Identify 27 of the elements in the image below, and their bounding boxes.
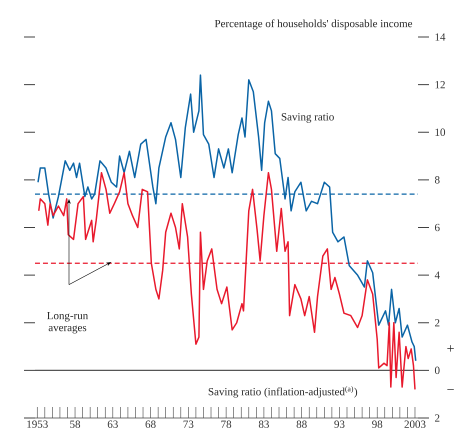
x-tick-label: 78 [221,420,232,428]
y-tick-label: 0 [434,366,440,374]
x-tick-label: 93 [334,420,344,428]
y-tick-label: 4 [434,272,440,279]
text: Saving ratio (inflation-adjusted$^{(a)}$) [208,386,358,398]
x-tick-label: 68 [146,420,156,428]
x-tick-label: 73 [184,420,194,428]
x-tick-label: 98 [372,420,382,428]
y-tick-label: 2 [435,319,440,326]
line-series [37,74,416,362]
text: + [447,345,454,352]
y-axis-title: Percentage of households' disposable income [214,19,412,30]
x-tick-label: 63 [108,420,118,428]
text: − [447,389,454,390]
y-tick-label: 6 [434,224,440,232]
annotation: Long-run averages [47,312,88,334]
y-tick-label: 14 [435,33,446,41]
y-tick-label: 2 [435,414,440,422]
x-tick-label: 83 [258,420,269,428]
x-tick-label: 88 [296,420,307,428]
x-tick-label: 2003 [404,420,426,428]
x-tick-label: 58 [70,420,80,428]
x-tick-label: 1953 [27,420,48,428]
y-tick-label: 12 [435,81,445,88]
series-label: Saving ratio [282,113,334,123]
y-tick-label: 10 [435,128,446,136]
y-tick-label: 8 [434,176,440,184]
